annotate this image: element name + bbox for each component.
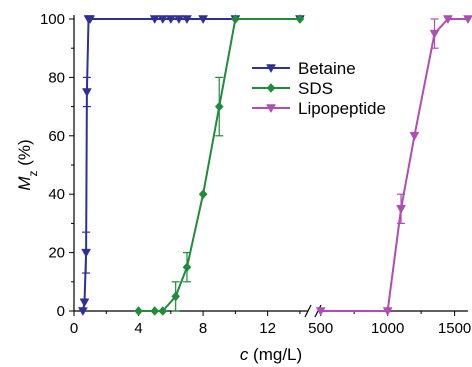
data-point-sds (150, 306, 160, 316)
data-point-betaine (165, 15, 176, 25)
y-tick-label: 20 (48, 245, 65, 262)
data-point-betaine (157, 15, 168, 25)
data-point-lipopeptide (382, 307, 393, 317)
legend-item-betaine: Betaine (252, 59, 356, 78)
axis-break-mark-left (304, 304, 312, 318)
series-sds (134, 14, 305, 316)
data-point-betaine (198, 15, 209, 25)
y-axis-title-variable: M (15, 176, 34, 191)
data-point-betaine (182, 15, 192, 25)
data-point-sds (171, 291, 181, 302)
series-betaine (77, 15, 305, 317)
series-lipopeptide (315, 15, 472, 317)
x-tick-label: 12 (259, 320, 276, 337)
legend-label-lipopeptide: Lipopeptide (298, 99, 386, 118)
data-point-sds (295, 14, 305, 24)
y-tick-label: 100 (40, 11, 65, 28)
series-line-betaine (81, 18, 300, 312)
x-tick-label: 8 (199, 320, 207, 337)
data-point-betaine (149, 15, 160, 25)
data-point-sds (158, 306, 168, 316)
data-point-sds (134, 306, 143, 316)
axis-titles: c (mg/L) Mz (%) (15, 139, 302, 364)
legend-marker-lipopeptide (266, 104, 276, 114)
data-point-sds (231, 14, 240, 24)
x-axis-title: c (mg/L) (240, 345, 302, 364)
y-axis-title: Mz (%) (15, 139, 40, 190)
legend-label-sds: SDS (298, 79, 333, 98)
data-point-betaine (81, 88, 92, 98)
data-point-betaine (85, 15, 96, 25)
data-point-betaine (173, 15, 184, 25)
series-layer (77, 14, 472, 317)
legend-marker-sds (266, 83, 276, 93)
legend-item-lipopeptide: Lipopeptide (252, 99, 386, 118)
data-point-betaine (81, 248, 92, 258)
data-point-lipopeptide (429, 29, 440, 39)
legend-marker-betaine (266, 64, 276, 74)
y-tick-label: 0 (57, 303, 65, 320)
y-tick-label: 40 (48, 186, 65, 203)
data-point-betaine (79, 298, 90, 308)
x-axis-title-variable: c (240, 345, 249, 364)
data-point-lipopeptide (396, 205, 406, 214)
x-tick-label: 500 (308, 320, 333, 337)
x-tick-label: 1500 (438, 320, 471, 337)
data-point-betaine (77, 307, 88, 317)
x-tick-label: 4 (134, 320, 142, 337)
legend-label-betaine: Betaine (298, 59, 356, 78)
x-tick-label: 1000 (371, 320, 404, 337)
x-axis-title-unit: (mg/L) (248, 345, 302, 364)
data-point-lipopeptide (409, 132, 420, 141)
data-point-sds (182, 262, 192, 273)
x-tick-label: 0 (70, 320, 78, 337)
data-point-lipopeptide (442, 15, 453, 25)
legend-item-sds: SDS (252, 79, 333, 98)
y-axis-title-subscript: z (26, 171, 40, 177)
series-line-sds (138, 18, 300, 312)
data-point-sds (214, 101, 224, 112)
y-tick-label: 60 (48, 128, 65, 145)
y-axis-title-unit: (%) (15, 139, 34, 170)
data-point-sds (198, 189, 208, 200)
y-tick-label: 80 (48, 69, 65, 86)
data-point-lipopeptide (463, 15, 472, 25)
data-point-lipopeptide (315, 307, 326, 317)
